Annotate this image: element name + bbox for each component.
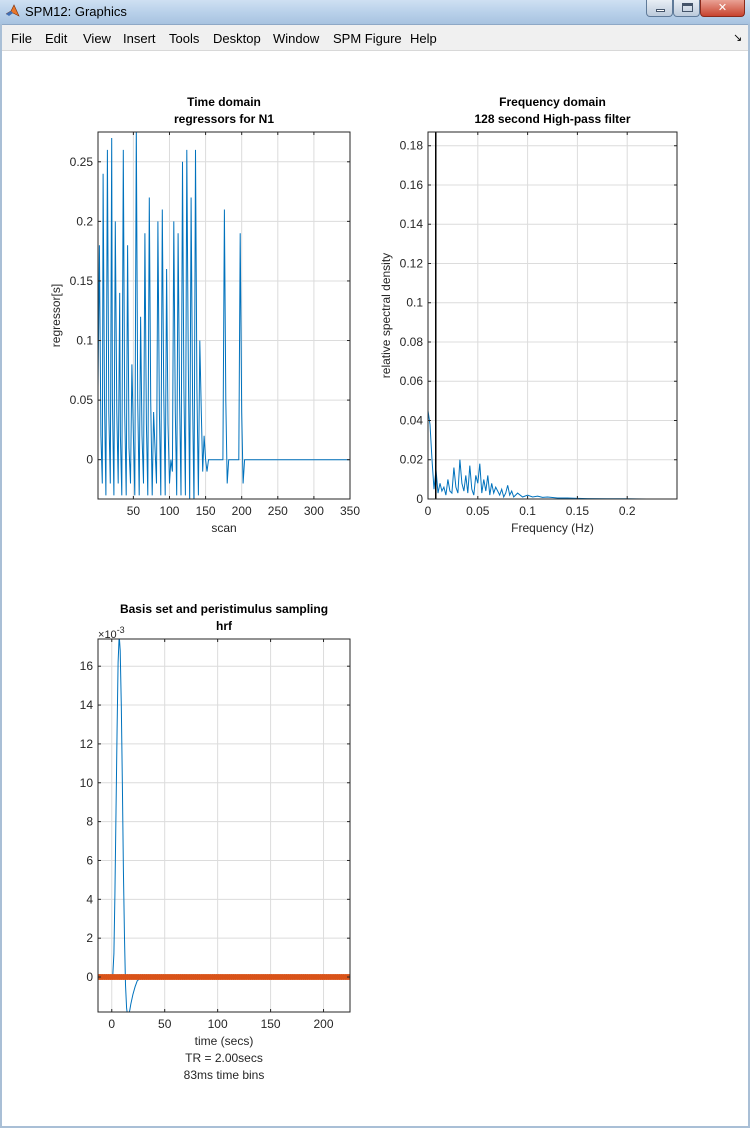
window-bottom-border: [0, 1126, 750, 1128]
x-tick-label: 350: [340, 504, 360, 518]
x-tick-label: 200: [232, 504, 252, 518]
y-tick-label: 8: [86, 815, 93, 829]
chart-note: TR = 2.00secs: [185, 1051, 263, 1065]
menu-edit[interactable]: Edit: [45, 31, 68, 46]
series-line-1: [98, 639, 350, 1012]
y-tick-label: 0.04: [400, 413, 424, 427]
figure-svg: 50 100 150 200 250 300 35000.050.10.150.20.25T…: [49, 95, 678, 1082]
menu-view[interactable]: View: [83, 31, 111, 46]
x-tick-label: 0.1: [519, 504, 536, 518]
axes-box: [97, 131, 351, 500]
x-tick-label: 150: [196, 504, 216, 518]
x-tick-label: 100: [208, 1017, 228, 1031]
y-axis-label: relative spectral density: [379, 253, 393, 378]
chart-plot-area: [98, 639, 350, 1012]
chart-3: 0 50 100 150 200 0 2 4 6 8 10 12 14 16 Basis set and p…: [80, 602, 351, 1082]
x-tick-label: 0.2: [619, 504, 636, 518]
y-tick-label: 0.06: [400, 374, 424, 388]
exponent-label: ×10-3: [98, 625, 125, 641]
y-tick-label: 0.14: [400, 217, 424, 231]
menu-tools[interactable]: Tools: [169, 31, 200, 46]
menu-window[interactable]: Window: [273, 31, 320, 46]
y-tick-label: 6: [86, 853, 93, 867]
axes-box: [97, 638, 351, 1013]
chart-plot-area: [98, 132, 350, 499]
x-tick-label: 0.15: [566, 504, 590, 518]
chart-subtitle: hrf: [216, 619, 233, 633]
x-tick-label: 300: [304, 504, 324, 518]
y-tick-label: 0.08: [400, 335, 424, 349]
window-title: SPM12: Graphics: [25, 4, 127, 19]
y-tick-label: 16: [80, 659, 94, 673]
menu-spm-figure[interactable]: SPM Figure: [333, 31, 402, 46]
chart-subtitle: regressors for N1: [174, 112, 274, 126]
x-tick-label: 100: [159, 504, 179, 518]
y-tick-label: 0.25: [70, 155, 94, 169]
y-axis-label: regressor[s]: [49, 284, 63, 347]
x-axis-label: Frequency (Hz): [511, 521, 594, 535]
chart-2: 0 0.05 0.1 0.15 0.2 0 0.02 0.04 0.06 0.08 0.1 0.12 0…: [379, 95, 678, 535]
matlab-app-icon: [5, 4, 20, 17]
y-tick-label: 0.1: [76, 334, 93, 348]
y-tick-label: 0.16: [400, 178, 424, 192]
menu-file[interactable]: File: [11, 31, 32, 46]
x-axis-label: scan: [211, 521, 236, 535]
y-tick-label: 0.1: [406, 296, 423, 310]
exponent-power: -3: [117, 625, 125, 635]
figure-canvas: 50 100 150 200 250 300 350 0 0.05 0.1 0.15 0.2 0.25 T…: [0, 51, 750, 1128]
x-tick-label: 150: [261, 1017, 281, 1031]
y-tick-label: 0.02: [400, 453, 424, 467]
chart-title: Frequency domain: [499, 95, 606, 109]
series-line: [428, 410, 677, 499]
y-tick-label: 2: [86, 931, 93, 945]
chart-plot-area: [428, 132, 677, 499]
window-titlebar: SPM12: Graphics: [0, 0, 750, 25]
maximize-button[interactable]: [673, 0, 700, 17]
y-tick-label: 0: [416, 492, 423, 506]
chart-title: Basis set and peristimulus sampling: [120, 602, 328, 616]
y-tick-label: 4: [86, 892, 93, 906]
close-button[interactable]: [700, 0, 745, 17]
y-tick-label: 14: [80, 698, 94, 712]
window-left-border: [0, 24, 2, 1128]
y-tick-label: 0.2: [76, 214, 93, 228]
y-tick-label: 12: [80, 737, 94, 751]
y-tick-label: 0.05: [70, 393, 94, 407]
window-right-border: [748, 24, 750, 1128]
chart-title: Time domain: [187, 95, 261, 109]
axes-box: [427, 131, 678, 500]
chart-subtitle: 128 second High-pass filter: [474, 112, 630, 126]
exponent-base: 10: [104, 629, 116, 641]
y-tick-label: 0: [86, 970, 93, 984]
y-tick-label: 0.18: [400, 139, 424, 153]
x-tick-label: 200: [314, 1017, 334, 1031]
series-line: [98, 132, 350, 499]
dock-arrow-icon[interactable]: ↘: [733, 31, 743, 44]
x-tick-label: 0: [425, 504, 432, 518]
y-tick-label: 0.12: [400, 256, 424, 270]
minimize-button[interactable]: [646, 0, 673, 17]
x-tick-label: 50: [158, 1017, 172, 1031]
menu-insert[interactable]: Insert: [123, 31, 156, 46]
menu-help[interactable]: Help: [410, 31, 437, 46]
chart-1: 50 100 150 200 250 300 350 0 0.05 0.1 0.15 0.2 0.25 T…: [49, 95, 360, 535]
exponent-times: ×: [98, 629, 104, 641]
menu-bar: File Edit View Insert Tools Desktop Wind…: [0, 25, 750, 51]
x-tick-label: 250: [268, 504, 288, 518]
x-tick-label: 0: [108, 1017, 115, 1031]
y-tick-label: 0: [86, 453, 93, 467]
x-tick-label: 50: [127, 504, 141, 518]
x-axis-label: time (secs): [195, 1034, 254, 1048]
chart-note: 83ms time bins: [184, 1068, 265, 1082]
menu-desktop[interactable]: Desktop: [213, 31, 261, 46]
y-tick-label: 0.15: [70, 274, 94, 288]
x-tick-label: 0.05: [466, 504, 490, 518]
y-tick-label: 10: [80, 776, 94, 790]
